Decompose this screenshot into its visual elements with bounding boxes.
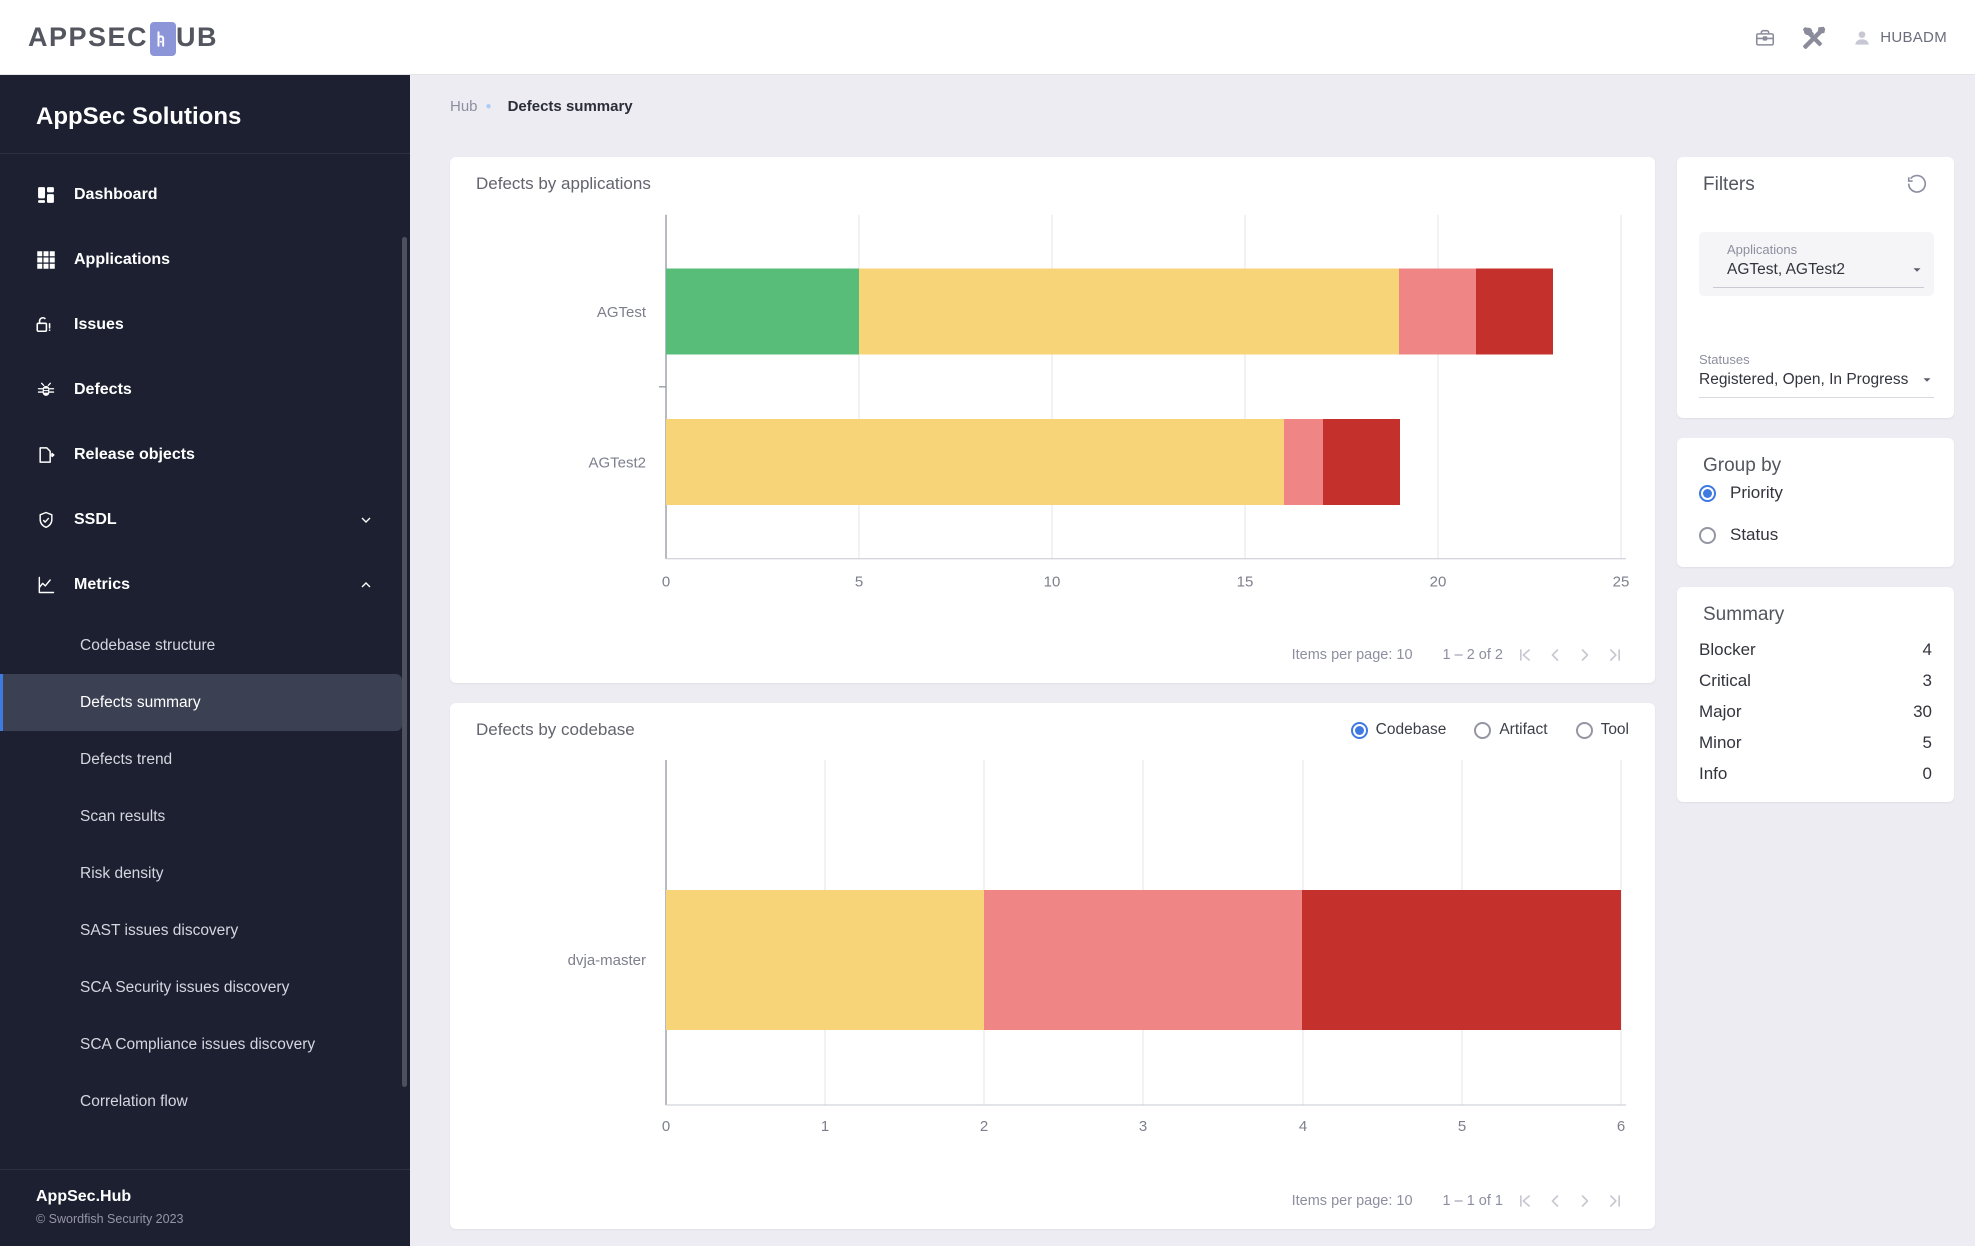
svg-text:2: 2: [980, 1118, 988, 1135]
svg-text:AGTest: AGTest: [597, 304, 647, 321]
svg-text:1: 1: [821, 1118, 829, 1135]
svg-text:6: 6: [1617, 1118, 1625, 1135]
svg-text:0: 0: [662, 1118, 670, 1135]
svg-text:4: 4: [1299, 1118, 1307, 1135]
svg-text:5: 5: [855, 574, 863, 591]
svg-text:25: 25: [1613, 574, 1629, 591]
svg-text:dvja-master: dvja-master: [568, 952, 646, 969]
svg-text:0: 0: [662, 574, 670, 591]
svg-text:AGTest2: AGTest2: [588, 454, 646, 471]
svg-text:5: 5: [1458, 1118, 1466, 1135]
svg-text:15: 15: [1237, 574, 1254, 591]
svg-text:10: 10: [1044, 574, 1061, 591]
svg-text:20: 20: [1430, 574, 1447, 591]
svg-text:3: 3: [1139, 1118, 1147, 1135]
